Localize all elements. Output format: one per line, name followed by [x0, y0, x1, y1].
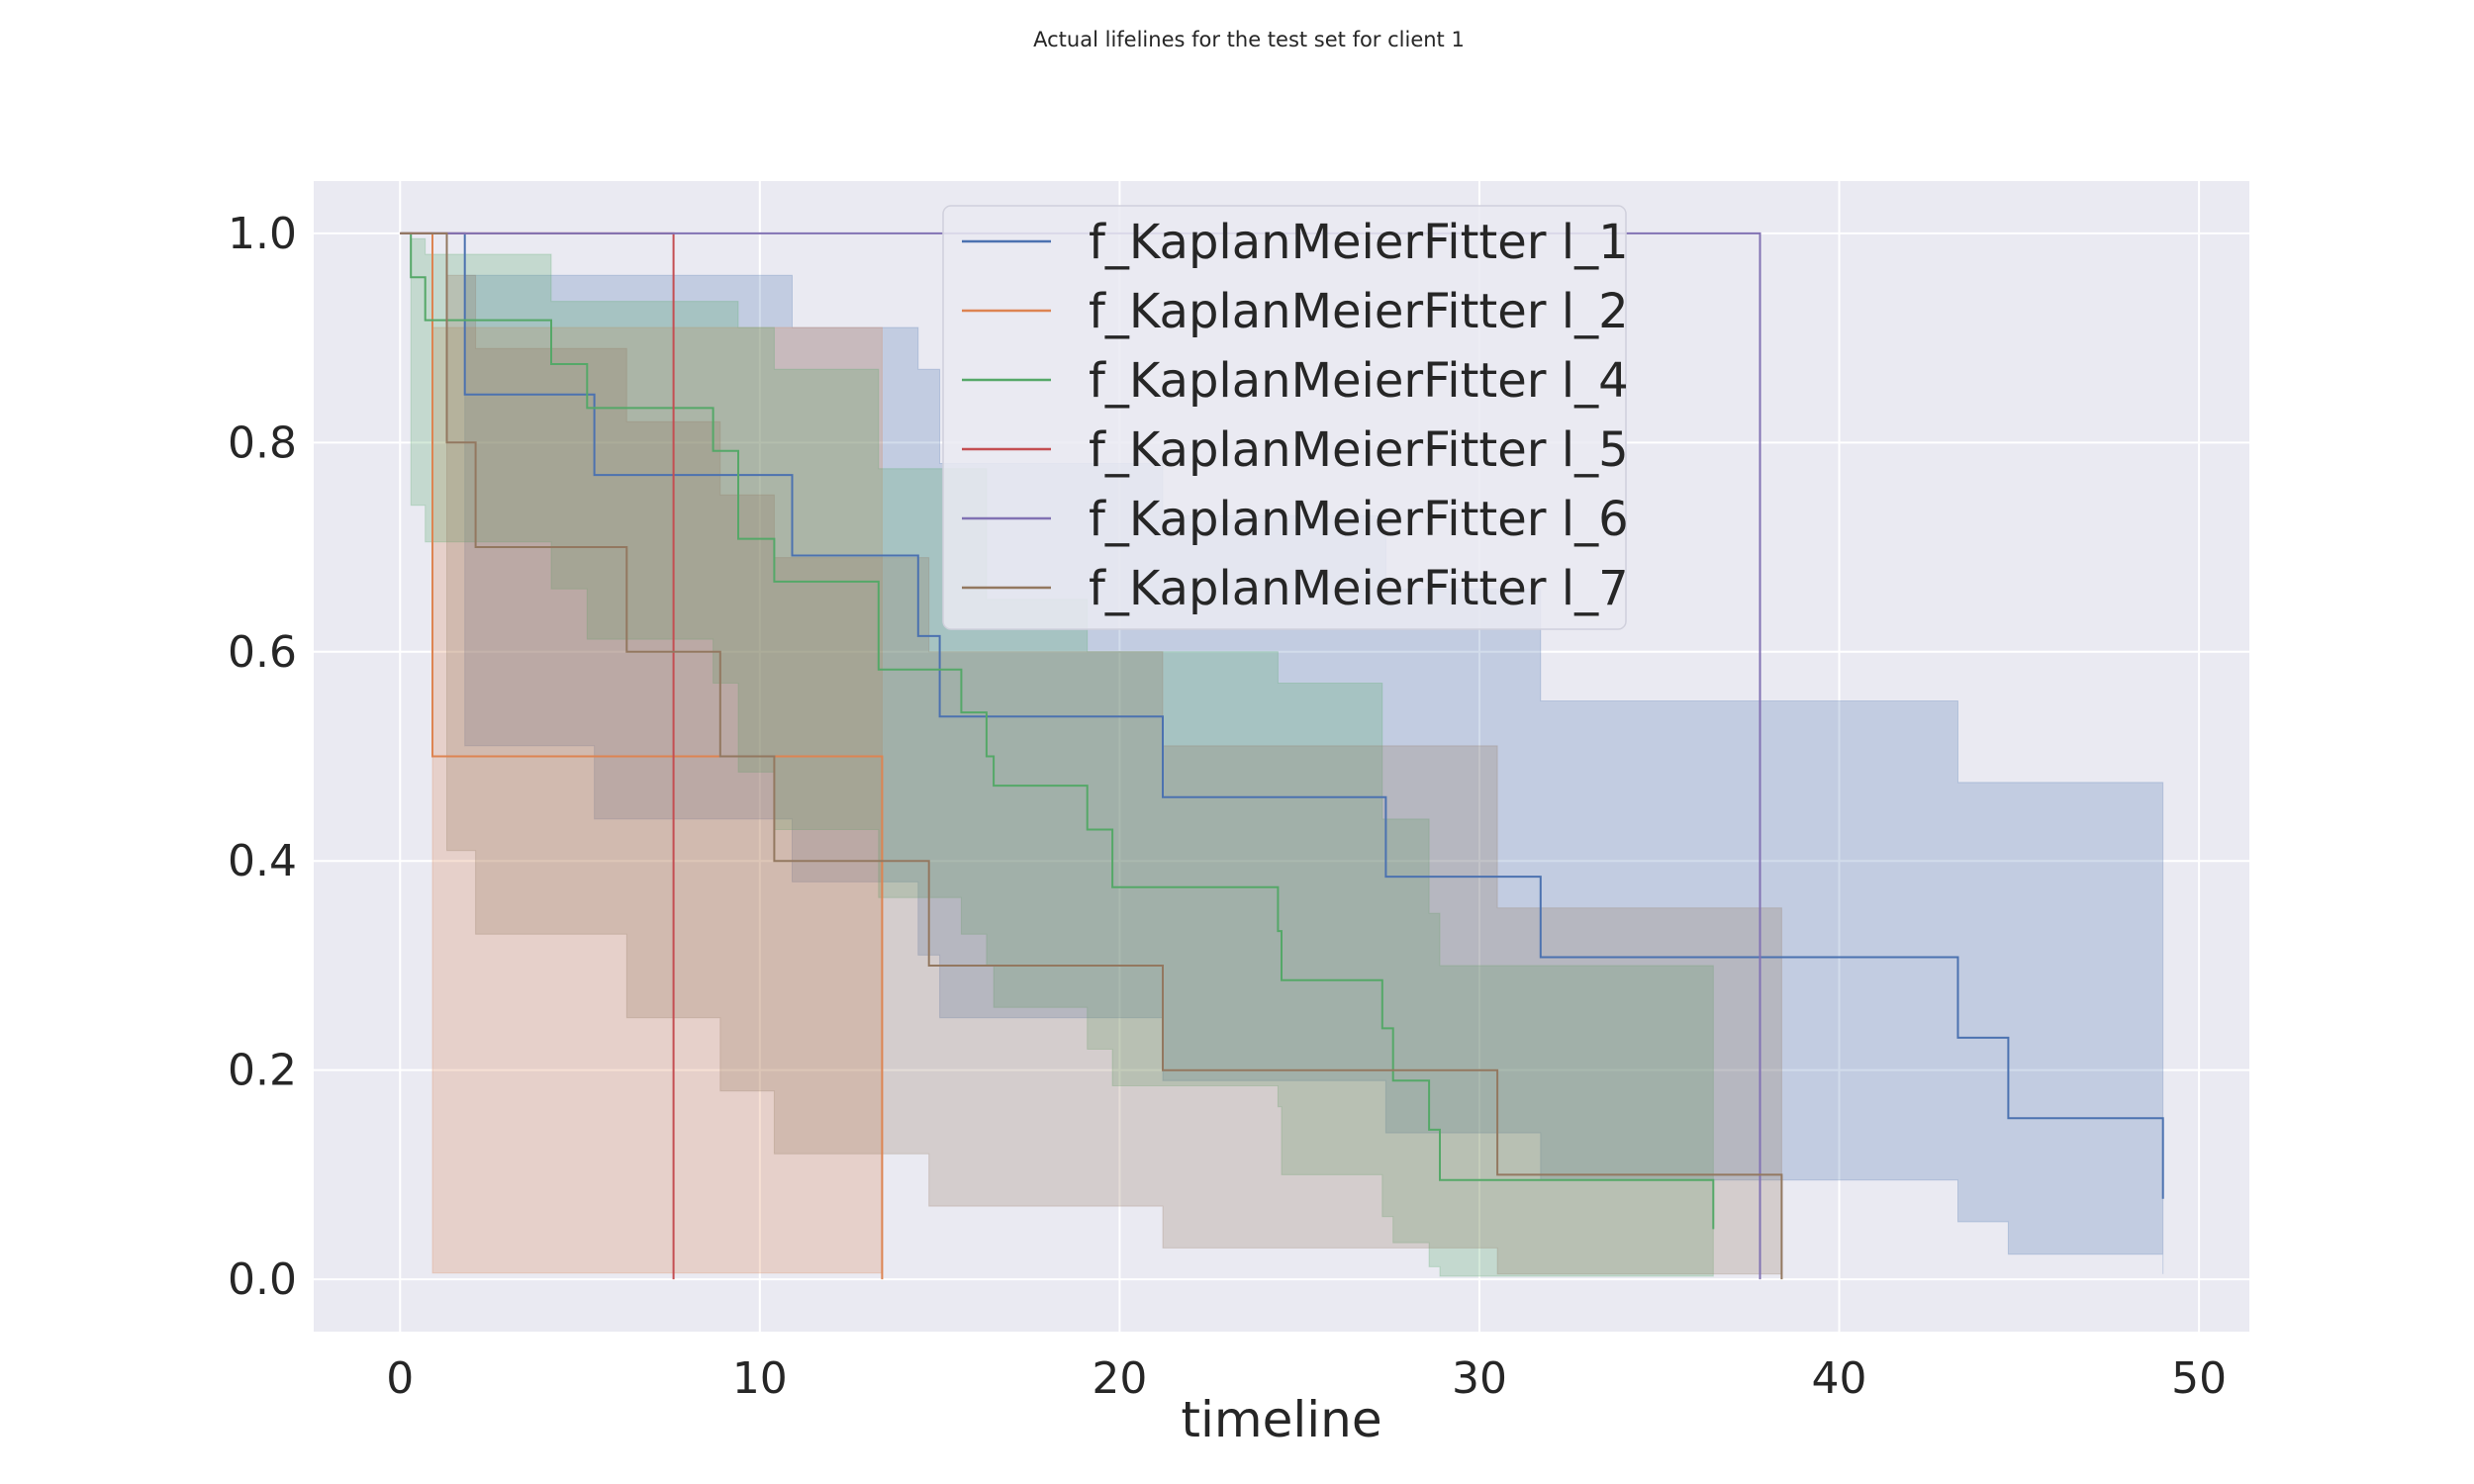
y-tick-labels: 0.0 0.2 0.4 0.6 0.8 1.0 [228, 209, 297, 1305]
y-tick-label: 1.0 [228, 209, 297, 259]
confidence-band [464, 274, 2164, 1274]
x-tick-label: 50 [2171, 1353, 2227, 1404]
legend-label: f_KaplanMeierFitter l_4 [1089, 353, 1629, 409]
y-tick-label: 0.8 [228, 417, 297, 468]
chart-title: Actual lifelines for the test set for cl… [1033, 28, 1465, 51]
survival-line [400, 232, 2164, 1199]
legend-label: f_KaplanMeierFitter l_6 [1089, 492, 1629, 547]
x-tick-label: 30 [1452, 1353, 1507, 1404]
x-tick-labels: 0 10 20 30 40 50 [386, 1353, 2227, 1404]
confidence-band [410, 237, 1714, 1277]
x-tick-label: 10 [732, 1353, 788, 1404]
legend-box [942, 205, 1627, 630]
survival-line [400, 232, 1783, 1280]
survival-line [400, 232, 1761, 1280]
x-axis-label: timeline [1181, 1391, 1381, 1448]
y-tick-label: 0.6 [228, 627, 297, 678]
x-tick-label: 0 [386, 1353, 414, 1404]
survival-curves [400, 232, 2164, 1280]
confidence-bands [410, 237, 2164, 1277]
legend: f_KaplanMeierFitter l_1 f_KaplanMeierFitt… [942, 205, 1629, 630]
x-tick-label: 40 [1812, 1353, 1867, 1404]
legend-label: f_KaplanMeierFitter l_7 [1089, 561, 1629, 616]
x-tick-label: 20 [1092, 1353, 1147, 1404]
legend-label: f_KaplanMeierFitter l_1 [1089, 215, 1629, 270]
y-tick-label: 0.0 [228, 1254, 297, 1305]
legend-label: f_KaplanMeierFitter l_2 [1089, 284, 1629, 339]
survival-line [400, 232, 1715, 1230]
y-tick-label: 0.4 [228, 836, 297, 886]
y-tick-label: 0.2 [228, 1046, 297, 1096]
legend-label: f_KaplanMeierFitter l_5 [1089, 422, 1629, 478]
